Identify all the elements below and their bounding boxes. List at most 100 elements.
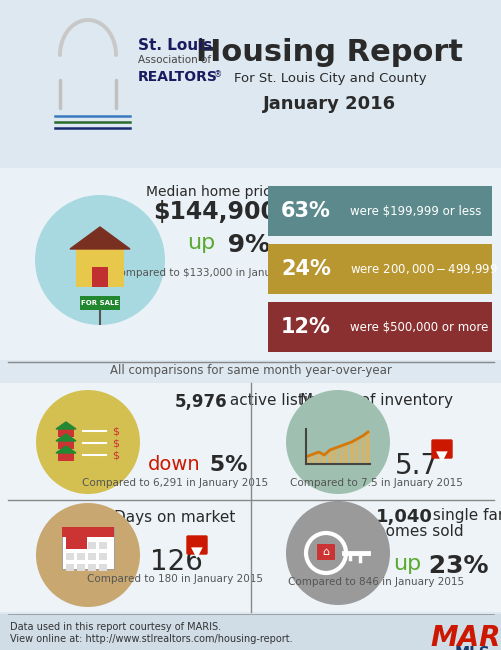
Circle shape <box>286 501 389 605</box>
Text: Data used in this report courtesy of MARIS.: Data used in this report courtesy of MAR… <box>10 622 220 632</box>
FancyBboxPatch shape <box>58 427 74 437</box>
Text: Compared to 180 in January 2015: Compared to 180 in January 2015 <box>87 574 263 584</box>
FancyBboxPatch shape <box>88 553 96 560</box>
FancyBboxPatch shape <box>99 542 107 549</box>
Polygon shape <box>70 227 130 249</box>
Text: Median home price:: Median home price: <box>146 185 284 199</box>
FancyBboxPatch shape <box>58 451 74 461</box>
FancyBboxPatch shape <box>360 436 364 464</box>
FancyBboxPatch shape <box>0 614 501 650</box>
FancyBboxPatch shape <box>333 448 337 464</box>
FancyBboxPatch shape <box>66 542 74 549</box>
FancyBboxPatch shape <box>0 0 501 168</box>
Text: 9%: 9% <box>218 233 270 257</box>
FancyBboxPatch shape <box>0 168 501 360</box>
Text: Housing Report: Housing Report <box>196 38 462 67</box>
FancyBboxPatch shape <box>88 564 96 571</box>
FancyBboxPatch shape <box>77 564 85 571</box>
Text: $: $ <box>112 450 119 460</box>
FancyBboxPatch shape <box>322 455 326 464</box>
Text: up: up <box>392 554 420 574</box>
Polygon shape <box>56 446 76 453</box>
Text: 23%: 23% <box>419 554 487 578</box>
FancyBboxPatch shape <box>62 527 114 537</box>
FancyBboxPatch shape <box>88 542 96 549</box>
Text: 5%: 5% <box>201 455 247 475</box>
FancyBboxPatch shape <box>187 536 206 554</box>
FancyBboxPatch shape <box>99 553 107 560</box>
FancyBboxPatch shape <box>268 186 491 236</box>
FancyBboxPatch shape <box>306 456 310 464</box>
FancyBboxPatch shape <box>66 533 87 549</box>
Text: 126: 126 <box>150 548 202 576</box>
Text: single family: single family <box>427 508 501 523</box>
Text: 63%: 63% <box>281 201 330 221</box>
Text: $: $ <box>112 426 119 436</box>
FancyBboxPatch shape <box>250 383 501 500</box>
Text: Compared to 846 in January 2015: Compared to 846 in January 2015 <box>288 577 463 587</box>
FancyBboxPatch shape <box>311 454 315 464</box>
FancyBboxPatch shape <box>316 452 320 464</box>
Text: 5.7: 5.7 <box>394 452 438 480</box>
Text: 12%: 12% <box>281 317 330 337</box>
FancyBboxPatch shape <box>0 383 250 500</box>
FancyBboxPatch shape <box>354 439 358 464</box>
FancyBboxPatch shape <box>77 553 85 560</box>
FancyBboxPatch shape <box>344 444 348 464</box>
FancyBboxPatch shape <box>250 500 501 612</box>
FancyBboxPatch shape <box>431 440 451 458</box>
Text: ▼: ▼ <box>191 545 202 560</box>
Text: ⌂: ⌂ <box>322 547 329 557</box>
Circle shape <box>286 390 389 494</box>
Circle shape <box>36 503 140 607</box>
Text: were $200,000 - $499,999: were $200,000 - $499,999 <box>349 262 496 276</box>
FancyBboxPatch shape <box>66 564 74 571</box>
Text: 1,040: 1,040 <box>375 508 432 526</box>
FancyBboxPatch shape <box>316 544 334 560</box>
Text: homes sold: homes sold <box>375 524 463 539</box>
Text: View online at: http://www.stlrealtors.com/housing-report.: View online at: http://www.stlrealtors.c… <box>10 634 292 644</box>
Text: ▼: ▼ <box>435 449 447 464</box>
Text: Compared to $133,000 in January 2015: Compared to $133,000 in January 2015 <box>112 268 317 278</box>
Text: Days on market: Days on market <box>114 510 235 525</box>
FancyBboxPatch shape <box>58 439 74 449</box>
Circle shape <box>36 390 140 494</box>
Text: All comparisons for same month year-over-year: All comparisons for same month year-over… <box>110 364 391 377</box>
FancyBboxPatch shape <box>0 500 250 612</box>
Text: FOR SALE: FOR SALE <box>81 300 119 306</box>
Text: were $500,000 or more: were $500,000 or more <box>349 320 487 333</box>
Text: REALTORS: REALTORS <box>138 70 217 84</box>
Text: For St. Louis City and County: For St. Louis City and County <box>233 72 425 85</box>
Text: $: $ <box>112 438 119 448</box>
Text: Compared to 6,291 in January 2015: Compared to 6,291 in January 2015 <box>82 478 268 488</box>
Text: active listings: active listings <box>224 393 335 408</box>
Text: Compared to 7.5 in January 2015: Compared to 7.5 in January 2015 <box>289 478 461 488</box>
Text: 24%: 24% <box>281 259 330 279</box>
Text: MLS: MLS <box>454 646 490 650</box>
FancyBboxPatch shape <box>92 267 108 287</box>
Polygon shape <box>56 434 76 441</box>
Text: January 2016: January 2016 <box>263 95 396 113</box>
FancyBboxPatch shape <box>62 527 114 569</box>
FancyBboxPatch shape <box>80 296 120 310</box>
FancyBboxPatch shape <box>338 446 342 464</box>
FancyBboxPatch shape <box>66 553 74 560</box>
Text: ®: ® <box>213 70 222 79</box>
FancyBboxPatch shape <box>76 249 124 287</box>
Text: 5,976: 5,976 <box>175 393 227 411</box>
FancyBboxPatch shape <box>365 432 369 464</box>
Text: MARIS: MARIS <box>429 624 501 650</box>
Text: down: down <box>148 455 200 474</box>
Text: Association of: Association of <box>138 55 211 65</box>
Text: up: up <box>187 233 215 253</box>
Text: were $199,999 or less: were $199,999 or less <box>349 205 480 218</box>
FancyBboxPatch shape <box>268 244 491 294</box>
FancyBboxPatch shape <box>99 564 107 571</box>
FancyBboxPatch shape <box>349 442 353 464</box>
Text: Months of inventory: Months of inventory <box>300 393 452 408</box>
Text: $144,900: $144,900 <box>153 200 277 224</box>
Text: St. Louis: St. Louis <box>138 38 212 53</box>
FancyBboxPatch shape <box>268 302 491 352</box>
Polygon shape <box>56 422 76 429</box>
FancyBboxPatch shape <box>327 450 331 464</box>
